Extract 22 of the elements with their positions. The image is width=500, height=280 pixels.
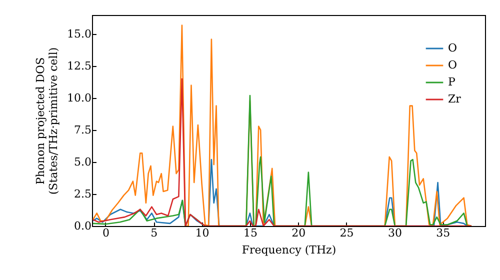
legend-label: P — [448, 76, 456, 88]
legend-label: O — [448, 42, 458, 54]
x-tick-label: 15 — [243, 226, 258, 240]
x-axis-title: Frequency (THz) — [242, 244, 336, 256]
y-tick-label: 7.5 — [74, 124, 92, 137]
y-tick-label: 15.0 — [67, 28, 92, 41]
x-tick-label: 20 — [292, 226, 306, 240]
y-axis-title: Phonon projected DOS (States/THz·primitive cell) — [34, 47, 60, 195]
y-tick-label: 2.5 — [74, 188, 92, 201]
y-tick-label: 12.5 — [67, 60, 92, 73]
y-tick-label: 0.0 — [74, 220, 92, 232]
x-tick-label: 35 — [436, 226, 450, 240]
legend-label: Zr — [448, 92, 462, 106]
legend-label: O — [448, 58, 458, 72]
x-tick-label: 5 — [150, 226, 158, 240]
x-tick-label: 0 — [102, 226, 110, 240]
x-tick-label: 30 — [388, 226, 402, 240]
x-tick-label: 25 — [340, 226, 354, 240]
y-tick-label: 10.0 — [67, 92, 92, 105]
line-series — [92, 24, 472, 226]
x-tick-label: 10 — [195, 226, 210, 240]
y-tick-label: 5.0 — [74, 156, 92, 169]
